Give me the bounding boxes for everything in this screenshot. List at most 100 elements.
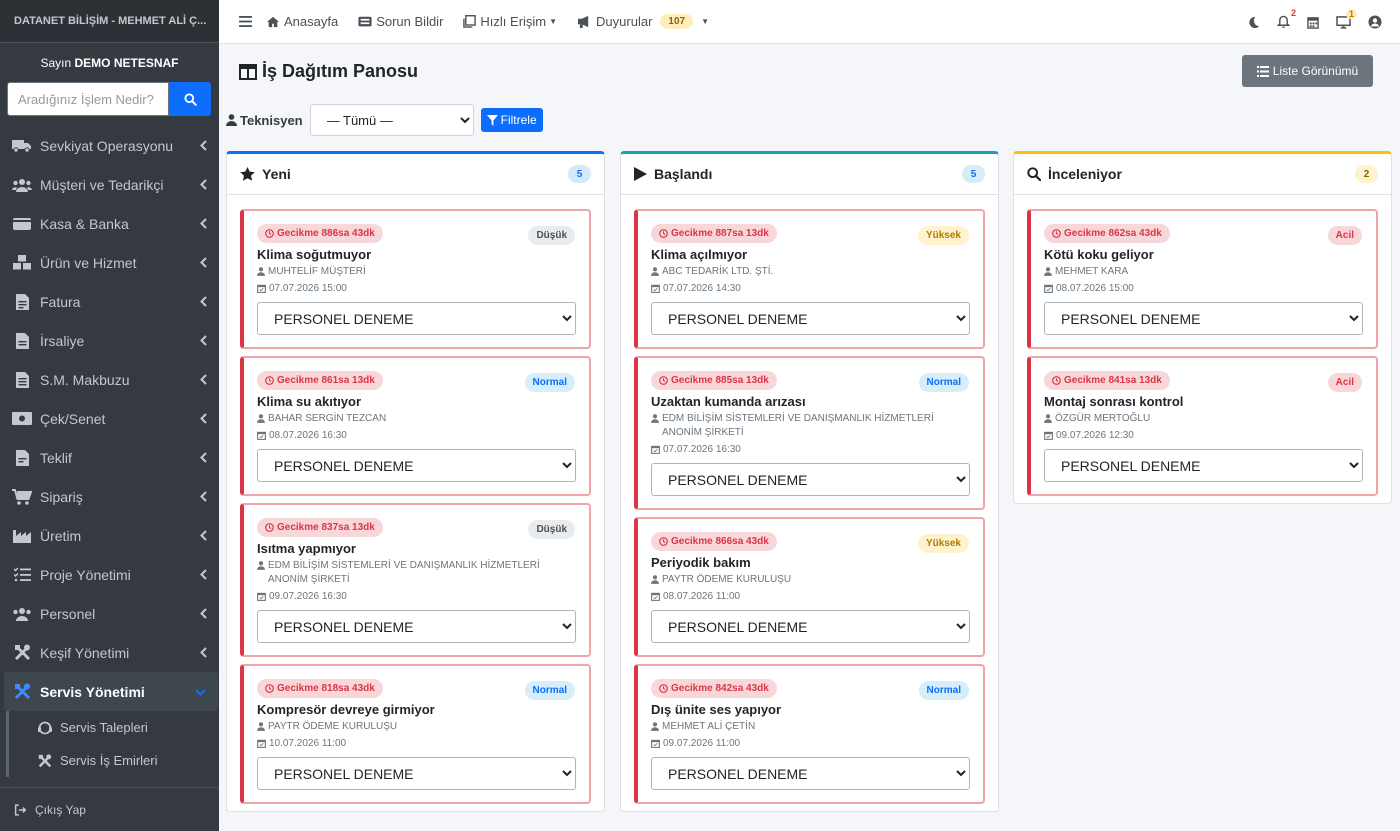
delay-text: Gecikme 885sa 13dk [671, 375, 769, 386]
assignee-select[interactable]: PERSONEL DENEME [257, 302, 576, 335]
user-menu-button[interactable] [1368, 15, 1382, 29]
sidebar-item[interactable]: Servis Yönetimi [4, 672, 218, 711]
sidebar-item[interactable]: Sevkiyat Operasyonu [0, 126, 219, 165]
assignee-select[interactable]: PERSONEL DENEME [651, 463, 970, 496]
sidebar-item[interactable]: Çek/Senet [0, 399, 219, 438]
priority-badge: Normal [918, 681, 969, 700]
bell-icon [1277, 15, 1290, 29]
invoice-icon [11, 293, 33, 311]
sidebar-item[interactable]: Sipariş [0, 477, 219, 516]
technician-select[interactable]: — Tümü — [309, 104, 474, 136]
delay-badge: Gecikme 886sa 43dk [257, 224, 383, 243]
assignee-select[interactable]: PERSONEL DENEME [257, 610, 576, 643]
sidebar-subitem[interactable]: Servis Talepleri [6, 711, 219, 744]
sidebar-item[interactable]: Personel [0, 594, 219, 633]
moon-icon [1249, 16, 1260, 28]
job-date: 09.07.2026 11:00 [651, 737, 970, 751]
priority-badge: Normal [524, 373, 575, 392]
job-customer: MEHMET ALİ ÇETİN [651, 720, 970, 734]
job-card[interactable]: Gecikme 861sa 13dk Normal Klima su akıtıyo… [240, 356, 591, 496]
nav-home-label: Anasayfa [284, 14, 339, 29]
job-card[interactable]: Gecikme 887sa 13dk Yüksek Klima açılmıyor A… [634, 209, 985, 349]
filter-button[interactable]: Filtrele [480, 108, 543, 132]
search-button[interactable] [169, 82, 211, 116]
sidebar-submenu: Servis Talepleri Servis İş Emirleri [0, 711, 219, 777]
job-customer: MUHTELİF MÜŞTERİ [257, 265, 576, 279]
job-customer-text: PAYTR ÖDEME KURULUŞU [268, 721, 398, 732]
assignee-select[interactable]: PERSONEL DENEME [651, 610, 970, 643]
chevron-down-icon [195, 684, 206, 700]
job-customer-text: MEHMET ALİ ÇETİN [662, 721, 756, 732]
calendar-icon [651, 445, 660, 454]
priority-badge: Düşük [528, 226, 575, 245]
column-header: Yeni 5 [227, 154, 604, 195]
dark-mode-toggle[interactable] [1247, 16, 1260, 29]
sidebar-item[interactable]: Ürün ve Hizmet [0, 243, 219, 282]
column-title: Başlandı [654, 166, 713, 182]
sidebar-item[interactable]: Kasa & Banka [0, 204, 219, 243]
delay-text: Gecikme 842sa 43dk [671, 683, 769, 694]
nav-home[interactable]: Anasayfa [266, 14, 338, 29]
job-card[interactable]: Gecikme 862sa 43dk Acil Kötü koku geliyor M… [1027, 209, 1378, 349]
assignee-select[interactable]: PERSONEL DENEME [1044, 449, 1363, 482]
list-view-button[interactable]: Liste Görünümü [1242, 55, 1373, 87]
job-card[interactable]: Gecikme 818sa 43dk Normal Kompresör devrey… [240, 664, 591, 804]
play-icon [634, 167, 647, 181]
chevron-down-icon: ▼ [549, 17, 558, 26]
calendar-icon [651, 739, 660, 748]
user-circle-icon [1368, 15, 1382, 29]
calendar-icon [1044, 431, 1053, 440]
brand-name[interactable]: DATANET BİLİŞİM - MEHMET ALİ Ç... [0, 0, 219, 43]
job-card[interactable]: Gecikme 885sa 13dk Normal Uzaktan kumanda … [634, 356, 985, 510]
sidebar-subitem[interactable]: Servis İş Emirleri [6, 744, 219, 777]
nav-quick-access[interactable]: Hızlı Erişim ▼ [463, 14, 557, 29]
staff-icon [11, 605, 33, 623]
delay-text: Gecikme 866sa 43dk [671, 536, 769, 547]
assignee-select[interactable]: PERSONEL DENEME [651, 302, 970, 335]
sidebar-item[interactable]: Fatura [0, 282, 219, 321]
job-card[interactable]: Gecikme 837sa 13dk Düşük Isıtma yapmıyor ED… [240, 503, 591, 657]
job-card[interactable]: Gecikme 842sa 43dk Normal Dış ünite ses ya… [634, 664, 985, 804]
sidebar-item[interactable]: Üretim [0, 516, 219, 555]
hamburger-button[interactable] [239, 16, 252, 27]
sidebar-item[interactable]: S.M. Makbuzu [0, 360, 219, 399]
nav-announcements[interactable]: Duyurular 107 ▼ [577, 14, 709, 29]
sidebar-item[interactable]: İrsaliye [0, 321, 219, 360]
filter-button-label: Filtrele [500, 113, 537, 127]
job-title: Periyodik bakım [651, 555, 751, 570]
list-icon [1256, 65, 1269, 77]
notifications-count-badge: 2 [1290, 8, 1296, 18]
screen-count-badge: 1 [1345, 8, 1357, 19]
nav-report-issue[interactable]: Sorun Bildir [358, 14, 443, 29]
assignee-select[interactable]: PERSONEL DENEME [651, 757, 970, 790]
user-name: DEMO NETESNAF [74, 56, 179, 70]
assignee-select[interactable]: PERSONEL DENEME [257, 449, 576, 482]
calendar-button[interactable] [1307, 16, 1319, 29]
job-date: 10.07.2026 11:00 [257, 737, 576, 751]
sidebar-item[interactable]: Teklif [0, 438, 219, 477]
search-input[interactable] [7, 82, 169, 116]
delay-text: Gecikme 886sa 43dk [277, 228, 375, 239]
sidebar-item[interactable]: Müşteri ve Tedarikçi [0, 165, 219, 204]
screen-button[interactable]: 1 [1336, 8, 1357, 29]
job-customer: BAHAR SERGİN TEZCAN [257, 412, 576, 426]
job-card[interactable]: Gecikme 841sa 13dk Acil Montaj sonrası kon… [1027, 356, 1378, 496]
notifications-button[interactable]: 2 [1277, 8, 1296, 29]
job-card[interactable]: Gecikme 866sa 43dk Yüksek Periyodik bakım P… [634, 517, 985, 657]
job-date: 07.07.2026 14:30 [651, 282, 970, 296]
user-greeting: Sayın DEMO NETESNAF [0, 43, 219, 82]
sidebar-item[interactable]: Keşif Yönetimi [0, 633, 219, 672]
job-customer: PAYTR ÖDEME KURULUŞU [257, 720, 576, 734]
logout-link[interactable]: Çıkış Yap [0, 787, 219, 831]
assignee-select[interactable]: PERSONEL DENEME [1044, 302, 1363, 335]
sidebar-item[interactable]: Proje Yönetimi [0, 555, 219, 594]
calendar-icon [257, 284, 266, 293]
chevron-left-icon [200, 489, 207, 505]
column-count-badge: 5 [962, 165, 985, 183]
sidebar-item-label: Ürün ve Hizmet [40, 254, 137, 271]
sidebar-item-label: Proje Yönetimi [40, 566, 131, 583]
job-card[interactable]: Gecikme 886sa 43dk Düşük Klima soğutmuyor M… [240, 209, 591, 349]
assignee-select[interactable]: PERSONEL DENEME [257, 757, 576, 790]
home-icon [266, 16, 280, 28]
industry-icon [11, 527, 33, 545]
